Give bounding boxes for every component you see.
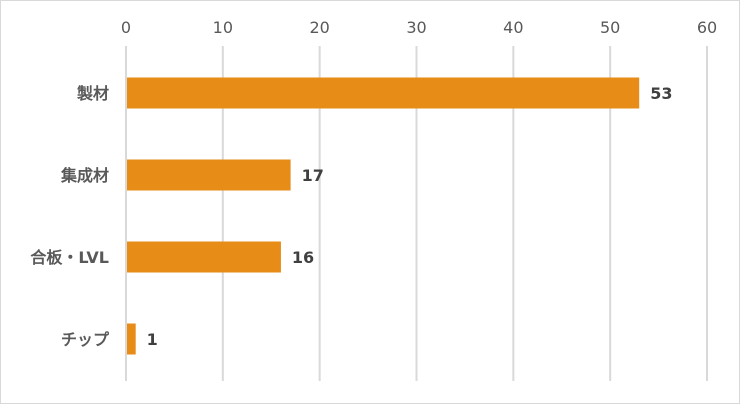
x-tick-label: 50: [600, 18, 620, 37]
x-tick-label: 20: [309, 18, 329, 37]
data-label: 1: [147, 330, 158, 349]
x-tick-label: 30: [406, 18, 426, 37]
category-label: 集成材: [60, 166, 109, 185]
data-label: 17: [302, 166, 324, 185]
category-label: 製材: [76, 84, 109, 103]
data-label: 53: [650, 84, 672, 103]
bar: [127, 159, 291, 191]
bar: [127, 323, 136, 355]
bar: [127, 241, 281, 273]
data-label: 16: [292, 248, 314, 267]
x-tick-label: 0: [121, 18, 131, 37]
category-label: 合板・LVL: [30, 248, 109, 267]
x-tick-label: 40: [503, 18, 523, 37]
bar: [127, 77, 640, 109]
x-tick-label: 60: [697, 18, 717, 37]
x-tick-label: 10: [213, 18, 233, 37]
category-label: チップ: [61, 330, 110, 349]
